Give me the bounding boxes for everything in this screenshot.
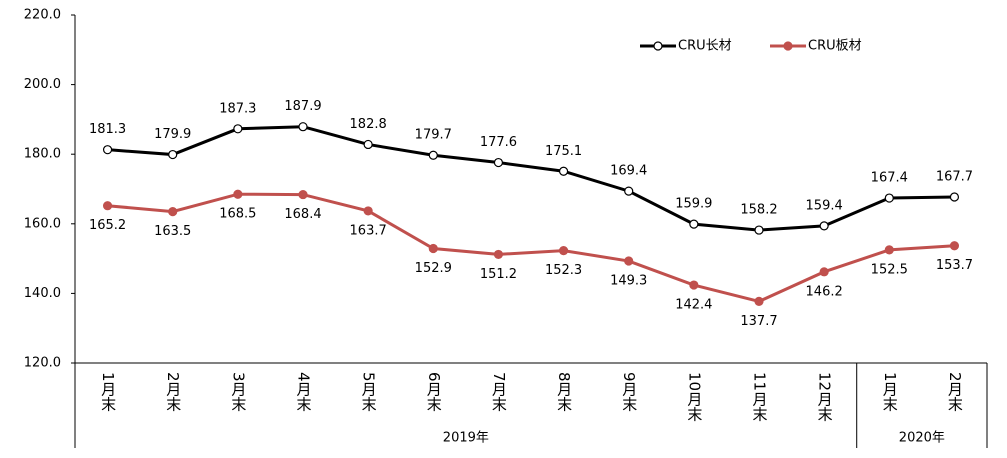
point [819,267,829,277]
point [884,245,894,255]
x-tick-label: 9月末 [620,372,638,412]
point [428,243,438,254]
point [168,207,178,217]
data-label: 181.3 [89,122,126,137]
point [949,241,960,251]
series-line [107,192,955,303]
point [819,221,829,231]
group-label: 2019年 [443,431,489,446]
data-label: 163.5 [154,224,191,239]
x-tick-label: 3月末 [229,372,247,412]
data-label: 163.7 [350,223,387,238]
x-tick-label: 1月末 [99,372,117,412]
legend-marker [653,41,663,51]
data-label: 169.4 [610,164,647,179]
data-label: 187.9 [284,99,321,114]
y-tick-label: 220.0 [24,8,61,23]
data-label: 142.4 [675,298,712,313]
point [298,189,308,200]
point [102,145,113,155]
point [558,166,569,176]
data-label: 137.7 [740,314,777,329]
y-tick-label: 140.0 [24,286,61,301]
x-tick-label: 8月末 [555,372,573,412]
data-label: 175.1 [545,144,582,159]
x-tick-label: 7月末 [490,372,508,412]
legend-label: CRU长材 [678,39,732,54]
point [689,280,699,290]
point [493,249,504,260]
x-tick-label: 12月末 [816,372,834,421]
series-line [107,125,955,232]
point [884,193,894,203]
point [363,206,373,216]
point [428,150,438,160]
point [363,139,373,150]
data-label: 187.3 [219,101,256,116]
point [168,149,178,160]
y-tick-label: 160.0 [24,216,61,231]
point [624,256,634,266]
point [298,122,308,132]
legend-label: CRU板材 [808,39,862,54]
data-label: 182.8 [350,117,387,132]
data-label: 165.2 [89,218,126,233]
data-label: 168.4 [284,207,321,222]
data-label: 159.4 [806,198,843,213]
data-label: 152.3 [545,263,582,278]
point [493,157,504,168]
data-label: 168.5 [219,207,256,222]
y-tick-label: 120.0 [24,356,61,371]
data-label: 167.4 [871,171,908,186]
point [689,219,699,229]
point [558,245,569,256]
x-tick-label: 6月末 [425,372,443,412]
x-tick-label: 11月末 [751,372,769,421]
x-tick-label: 4月末 [295,372,313,412]
data-label: 159.9 [675,197,712,212]
y-tick-label: 200.0 [24,77,61,92]
y-tick-label: 180.0 [24,147,61,162]
data-label: 151.2 [480,267,517,282]
data-label: 179.9 [154,127,191,142]
point [102,201,113,211]
x-tick-label: 2月末 [164,372,182,412]
group-label: 2020年 [899,431,945,446]
x-tick-label: 1月末 [881,372,899,412]
data-label: 152.5 [871,262,908,277]
data-label: 153.7 [936,258,973,273]
data-label: 158.2 [740,203,777,218]
point [233,189,243,199]
data-label: 167.7 [936,170,973,185]
data-label: 179.7 [415,128,452,143]
point [754,296,764,307]
data-label: 177.6 [480,135,517,150]
point [233,124,243,134]
x-tick-label: 5月末 [360,372,378,412]
data-label: 149.3 [610,274,647,289]
data-label: 146.2 [806,284,843,299]
point [754,225,764,235]
x-tick-label: 2月末 [946,372,964,412]
legend-marker [783,41,793,51]
x-tick-label: 10月末 [685,372,703,421]
point [949,192,960,202]
point [624,186,634,196]
data-label: 152.9 [415,261,452,276]
